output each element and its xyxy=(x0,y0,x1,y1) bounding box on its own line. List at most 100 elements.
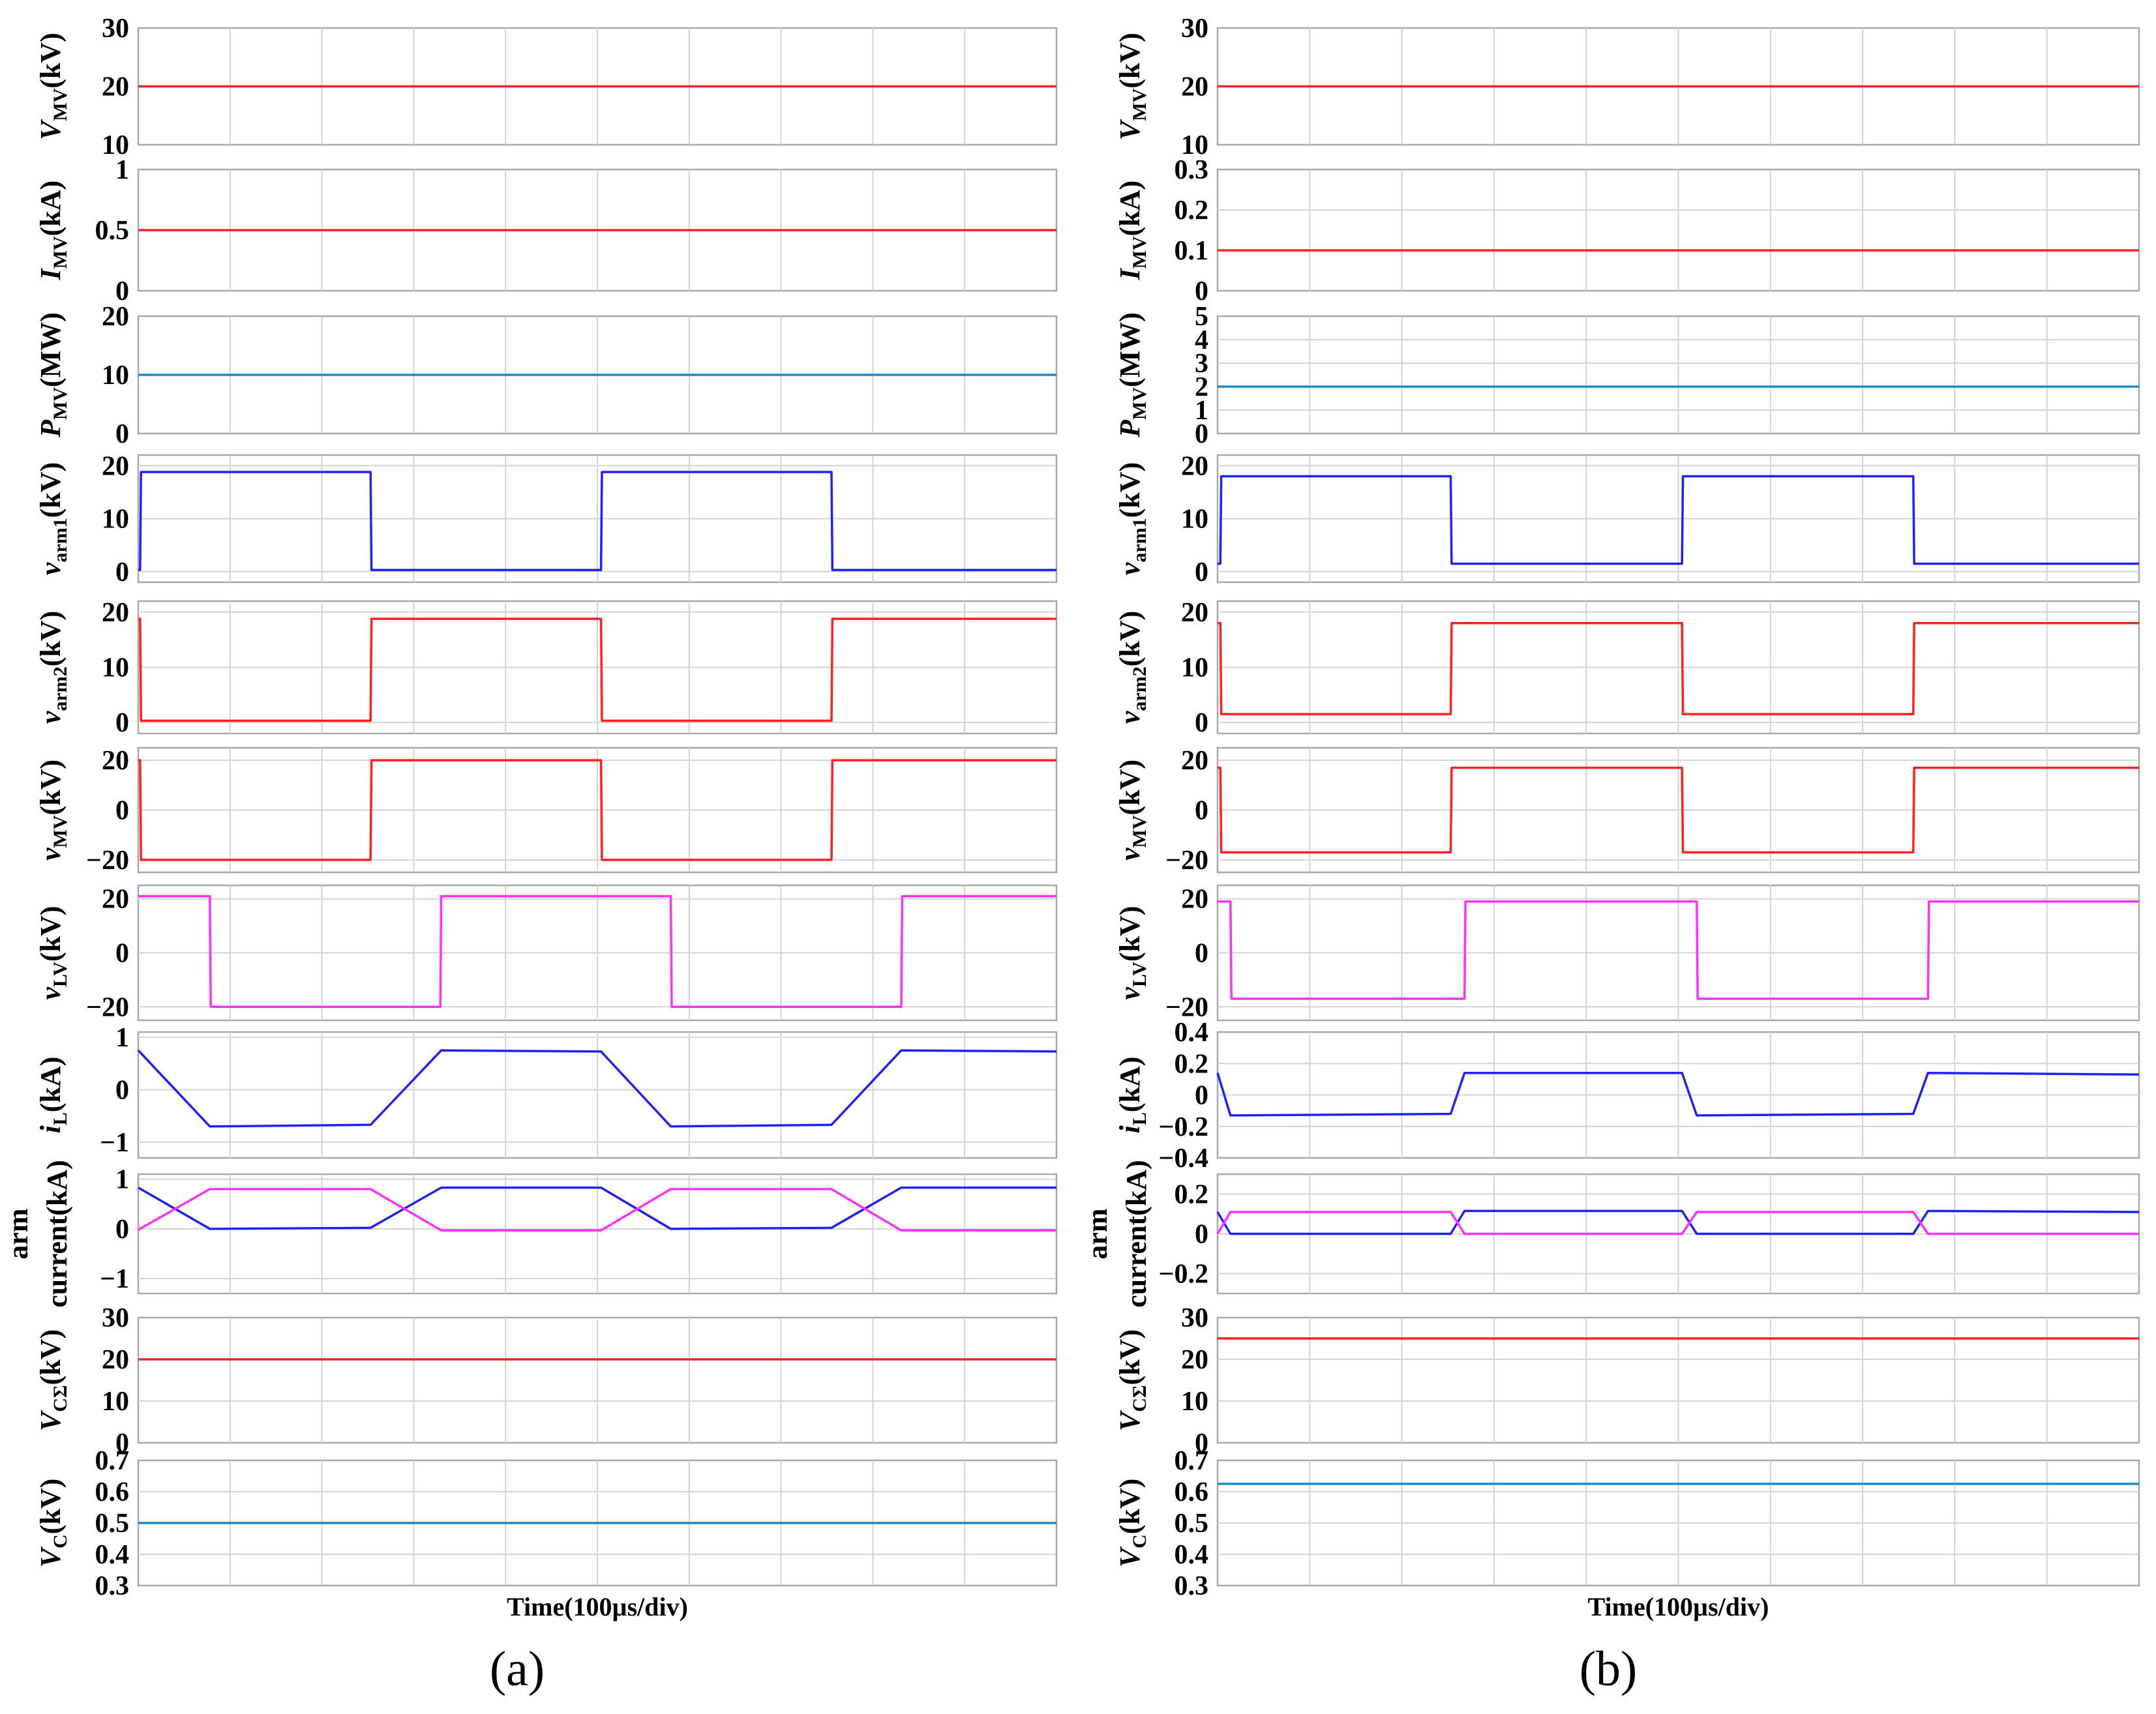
plot-a-6: −20 0 20 vLV(kV) xyxy=(35,885,1058,1022)
plot-b-10: 0.30.40.50.60.7 VC(kV) Time(100µs/div) xyxy=(1114,1446,2140,1621)
plot-a-4-ytick-label: 10 xyxy=(102,653,129,683)
plot-a-2-ylabel-unit: (MW) xyxy=(35,312,67,387)
plot-b-3: 0 10 20 varm1(kV) xyxy=(1114,451,2140,587)
plot-b-7-ytick-label: −0.4 xyxy=(1159,1144,1208,1174)
plot-b-7-series-0 xyxy=(1216,1071,2140,1117)
plot-a-9-ylabel-unit: (kV) xyxy=(35,1329,67,1385)
plot-a-10-ytick-label: 0.6 xyxy=(95,1477,130,1507)
plot-b-0-ylabel-symbol: V xyxy=(1114,119,1146,140)
plot-b-4-ylabel: varm2(kV) xyxy=(1114,611,1150,724)
plot-a-3-ytick-label: 20 xyxy=(102,451,129,481)
plot-a-2-ylabel: PMV(MW) xyxy=(35,312,71,438)
plot-b-8-series-1 xyxy=(1216,1211,2139,1235)
plot-b-0-ylabel-subscript: MV xyxy=(1129,88,1150,121)
plot-a-1-ytick-label: 0 xyxy=(115,276,129,306)
plot-a-4-series-0 xyxy=(138,617,1056,722)
plot-a-4-ylabel-subscript: arm2 xyxy=(50,666,71,711)
plot-a-5-ytick-label: 20 xyxy=(102,746,129,776)
plot-b-10-ylabel-symbol: V xyxy=(1114,1546,1146,1567)
plot-b-9-ylabel-symbol: V xyxy=(1114,1410,1146,1431)
plot-b-1-ytick-label: 0.3 xyxy=(1175,155,1209,185)
plot-a-3-ylabel-unit: (kV) xyxy=(35,462,67,518)
plot-b-8-series-0 xyxy=(1216,1209,2140,1235)
plot-a-5-ylabel-symbol: v xyxy=(35,848,67,861)
plot-a-2-ytick-label: 20 xyxy=(102,302,129,332)
plot-b-4-ytick-label: 20 xyxy=(1181,598,1208,628)
plot-a-5-series-0 xyxy=(138,759,1056,861)
plot-a-8-ylabel-line2: current(kA) xyxy=(41,1160,73,1307)
plot-a-9-ylabel: VCΣ(kV) xyxy=(35,1329,71,1431)
plot-a-0-ylabel-subscript: MV xyxy=(50,88,71,121)
plot-b-8-ylabel-line2: current(kA) xyxy=(1120,1160,1152,1307)
plot-b-9-ytick-label: 20 xyxy=(1181,1345,1208,1375)
plot-a-6-ytick-label: 0 xyxy=(115,939,129,969)
plot-b-10-ytick-label: 0.5 xyxy=(1175,1509,1209,1539)
plot-b-7-ytick-label: 0.2 xyxy=(1175,1049,1209,1079)
panel-label-b: (b) xyxy=(1580,1642,1638,1696)
plot-a-3-ylabel-subscript: arm1 xyxy=(50,518,71,562)
plot-b-9-ylabel-unit: (kV) xyxy=(1114,1329,1146,1385)
plot-b-2-ytick-label: 5 xyxy=(1195,302,1208,332)
plot-a-0-ylabel-symbol: V xyxy=(35,119,67,140)
plot-a-3: 0 10 20 varm1(kV) xyxy=(35,451,1058,587)
plot-a-7-ytick-label: −1 xyxy=(100,1128,129,1158)
plot-b-0-ylabel: VMV(kV) xyxy=(1114,33,1150,140)
plot-a-4-ylabel-symbol: v xyxy=(35,711,67,724)
plot-a-4-ylabel: varm2(kV) xyxy=(35,611,71,724)
plot-b-1-ylabel-unit: (kA) xyxy=(1114,181,1146,237)
plot-b-3-ylabel: varm1(kV) xyxy=(1114,462,1150,575)
plot-a-5-ylabel: vMV(kV) xyxy=(35,760,71,861)
plot-a-9-ylabel-symbol: V xyxy=(35,1410,67,1431)
plot-a-7-ylabel-subscript: L xyxy=(50,1112,71,1125)
plot-a-7-ytick-label: 0 xyxy=(115,1075,129,1105)
plot-b-5: −20 0 20 vMV(kV) xyxy=(1114,746,2140,876)
plot-a-8-ylabel-line1: arm xyxy=(2,1208,34,1259)
plot-a-7-ylabel-symbol: i xyxy=(35,1125,67,1133)
plot-b-7-ylabel: iL(kA) xyxy=(1114,1057,1150,1134)
plot-a-6-ytick-label: 20 xyxy=(102,885,129,915)
plot-a-10-ylabel-unit: (kV) xyxy=(35,1479,67,1535)
plot-b-1-ylabel: IMV(kA) xyxy=(1114,181,1150,281)
plot-a-9-ytick-label: 30 xyxy=(102,1303,129,1333)
plot-b-6-ylabel-symbol: v xyxy=(1114,987,1146,1000)
plot-b-6-ytick-label: −20 xyxy=(1165,992,1208,1022)
plot-b-1-ytick-label: 0.1 xyxy=(1175,236,1209,266)
plot-a-7-ytick-label: 1 xyxy=(115,1023,129,1053)
plot-b-2-ylabel-unit: (MW) xyxy=(1114,312,1146,387)
plot-b-2-ylabel: PMV(MW) xyxy=(1114,312,1150,438)
plot-a-7-ylabel: iL(kA) xyxy=(35,1057,71,1134)
plot-a-9-ylabel-subscript: CΣ xyxy=(50,1385,71,1411)
plot-a-8-ytick-label: 0 xyxy=(115,1215,129,1245)
plot-b-1: 0 0.1 0.2 0.3 IMV(kA) xyxy=(1114,155,2140,306)
plot-a-3-ytick-label: 0 xyxy=(115,557,129,587)
plot-a-1: 0 0.5 1 IMV(kA) xyxy=(35,155,1058,306)
plot-b-4-ytick-label: 10 xyxy=(1181,653,1208,683)
plot-b-5-ylabel-subscript: MV xyxy=(1129,815,1150,848)
plot-a-8: −1 0 1 arm current(kA) xyxy=(2,1160,1058,1308)
plot-grid: 102030VMV(kV)00.51IMV(kA)01020PMV(MW)010… xyxy=(2,14,2140,1621)
plot-b-10-ytick-label: 0.6 xyxy=(1175,1477,1209,1507)
plot-a-10-ytick-label: 0.4 xyxy=(95,1540,130,1570)
plot-b-2-ytick-label: 1 xyxy=(1195,396,1208,426)
plot-b-9-ytick-label: 30 xyxy=(1181,1303,1208,1333)
plot-a-10-ylabel-symbol: V xyxy=(35,1546,67,1567)
plot-b-0-ytick-label: 20 xyxy=(1181,72,1208,102)
plot-a-5-ylabel-unit: (kV) xyxy=(35,760,67,816)
plot-b-7-ytick-label: 0.4 xyxy=(1175,1018,1209,1048)
plot-a-0: 10 20 30 VMV(kV) xyxy=(35,14,1058,160)
plot-a-2-ytick-label: 10 xyxy=(102,361,129,391)
plot-b-0-ytick-label: 10 xyxy=(1181,130,1208,160)
plot-a-1-ytick-label: 1 xyxy=(115,155,129,185)
plot-b-7-ylabel-subscript: L xyxy=(1129,1112,1150,1125)
plot-a-0-ytick-label: 20 xyxy=(102,72,129,102)
plot-b-4-ytick-label: 0 xyxy=(1195,708,1208,738)
plot-b-10-xlabel: Time(100µs/div) xyxy=(1588,1592,1769,1621)
plot-a-8-series-1 xyxy=(138,1188,1056,1232)
plot-b-8-ytick-label: −0.2 xyxy=(1159,1260,1208,1290)
plot-b-8: −0.2 0 0.2 arm current(kA) xyxy=(1081,1160,2140,1308)
plot-b-10-ytick-label: 0.7 xyxy=(1175,1446,1209,1476)
plot-b-4-ylabel-symbol: v xyxy=(1114,711,1146,724)
plot-b-10-ylabel: VC(kV) xyxy=(1114,1479,1150,1568)
plot-a-1-ylabel-symbol: I xyxy=(35,267,67,280)
